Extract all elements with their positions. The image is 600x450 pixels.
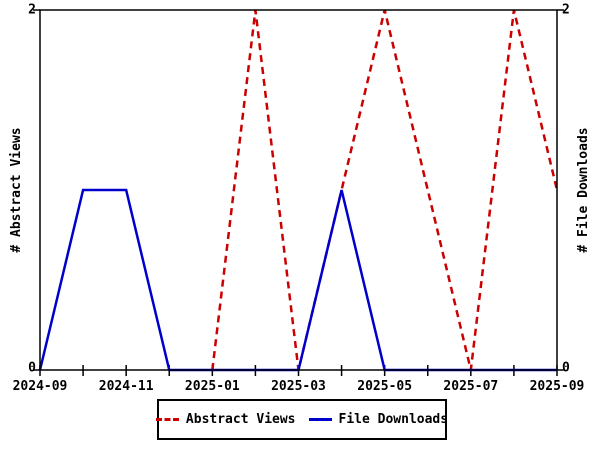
y-axis-left-tick-label-top: 2 (28, 2, 36, 18)
dashed-line-sample-icon (155, 418, 179, 421)
legend-item-abstract-views: Abstract Views (155, 411, 296, 427)
x-tick-label: 2025-03 (271, 379, 326, 394)
plot-border (39, 9, 558, 371)
y-axis-left-title: # Abstract Views (9, 127, 24, 253)
solid-line-sample-icon (308, 418, 332, 421)
y-axis-right-tick-label-top: 2 (562, 2, 570, 18)
y-axis-left-tick-label-bottom: 0 (28, 360, 36, 376)
x-tick-label: 2024-09 (12, 379, 68, 394)
legend-label-abstract-views: Abstract Views (185, 411, 296, 427)
legend: Abstract Views File Downloads (155, 399, 449, 440)
x-tick-label: 2025-01 (184, 379, 240, 394)
x-tick-label: 2024-11 (98, 379, 154, 394)
x-tick-label: 2025-07 (443, 379, 499, 394)
x-tick-label: 2025-09 (529, 379, 585, 394)
legend-item-file-downloads: File Downloads (308, 411, 449, 427)
y-axis-right-title: # File Downloads (576, 127, 591, 253)
x-tick-label: 2025-05 (357, 379, 413, 394)
y-axis-right-tick-label-bottom: 0 (562, 360, 570, 376)
legend-label-file-downloads: File Downloads (338, 411, 449, 427)
